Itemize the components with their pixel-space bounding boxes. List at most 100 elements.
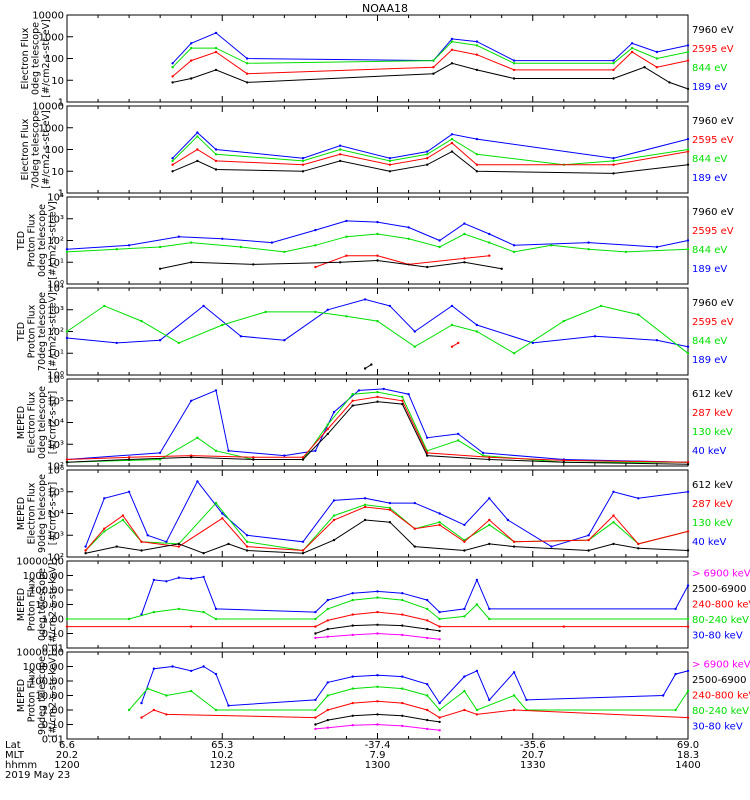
- panel-frame: [66, 14, 689, 103]
- data-point: [438, 521, 441, 524]
- data-point: [214, 501, 218, 505]
- data-point: [301, 170, 305, 173]
- data-point: [314, 228, 317, 232]
- data-point: [450, 150, 454, 153]
- data-point: [326, 708, 329, 712]
- y-tick-label: 1: [58, 98, 64, 109]
- data-point: [301, 456, 305, 459]
- data-point: [314, 723, 317, 726]
- y-tick-label: 10.00: [35, 691, 64, 702]
- data-point: [376, 232, 379, 236]
- data-point: [103, 527, 106, 530]
- data-point: [214, 31, 218, 35]
- y-axis-label: Electron Flux0deg telescope[#/cm2-s-str-…: [20, 19, 52, 98]
- legend-entry: 844 eV: [692, 336, 727, 347]
- data-point: [332, 410, 336, 414]
- y-axis-label: MEPEDProton Flux90deg telescope[#/cm2-s-…: [16, 654, 59, 738]
- data-point: [475, 323, 479, 327]
- legend-entry: 130 keV: [692, 427, 733, 438]
- data-point: [438, 625, 441, 628]
- data-point: [345, 315, 348, 318]
- y-tick-label: 10⁴: [47, 509, 64, 520]
- y-tick-label: 1000.00: [23, 571, 64, 582]
- y-tick-label: 100.00: [29, 586, 64, 597]
- data-point: [301, 540, 305, 543]
- data-point: [426, 683, 429, 686]
- data-point: [488, 523, 491, 527]
- series-line-red: [451, 342, 459, 348]
- data-point: [351, 592, 354, 595]
- data-point: [450, 133, 454, 136]
- data-point: [239, 245, 243, 249]
- data-point: [196, 436, 199, 439]
- data-point: [376, 674, 379, 677]
- data-point: [376, 395, 379, 399]
- series-line-blue: [141, 576, 689, 615]
- data-point: [674, 672, 677, 676]
- data-point: [357, 389, 361, 392]
- data-point: [388, 506, 392, 510]
- panel-frame: [66, 560, 689, 649]
- data-point: [686, 59, 690, 62]
- y-axis-label: Electron Flux70deg telescope[#/cm2-s-str…: [20, 110, 52, 189]
- data-point: [171, 62, 174, 65]
- data-point: [432, 59, 435, 62]
- data-point: [475, 330, 479, 333]
- data-point: [438, 523, 441, 527]
- legend-entry: 7960 eV: [692, 25, 734, 36]
- data-point: [121, 514, 125, 517]
- data-point: [152, 667, 156, 670]
- series-line-green: [85, 502, 689, 552]
- data-point: [245, 540, 249, 543]
- data-point: [686, 463, 690, 466]
- legend-entry: 844 eV: [692, 245, 727, 256]
- y-tick-label: 1.00: [42, 615, 64, 626]
- data-point: [221, 517, 224, 520]
- data-point: [376, 390, 379, 394]
- data-point: [190, 261, 193, 264]
- data-point: [426, 627, 429, 631]
- date-label: 2019 May 23: [5, 770, 70, 781]
- data-point: [401, 399, 404, 402]
- data-point: [152, 708, 156, 712]
- data-point: [283, 250, 286, 254]
- panel-frame: [66, 651, 689, 740]
- data-point: [332, 538, 336, 542]
- data-point: [587, 248, 590, 251]
- data-point: [152, 610, 156, 614]
- data-point: [630, 42, 634, 45]
- data-point: [103, 497, 106, 500]
- data-point: [612, 68, 615, 72]
- data-point: [227, 704, 230, 707]
- data-point: [512, 545, 516, 548]
- data-point: [227, 449, 230, 452]
- series-line-red: [141, 700, 689, 719]
- data-point: [314, 625, 317, 628]
- data-point: [488, 607, 491, 611]
- data-point: [363, 497, 367, 500]
- data-point: [177, 542, 180, 546]
- data-point: [475, 153, 479, 156]
- series-line-green: [66, 233, 689, 253]
- data-point: [401, 687, 404, 690]
- data-point: [463, 708, 466, 712]
- series-line-black: [66, 401, 689, 465]
- legend-entry: > 6900 keV: [692, 568, 750, 579]
- series-line-blue: [66, 298, 689, 348]
- series-line-black: [315, 624, 440, 634]
- data-point: [214, 68, 218, 72]
- data-point: [351, 624, 354, 627]
- data-point: [432, 72, 435, 75]
- data-point: [401, 598, 404, 602]
- data-point: [463, 675, 466, 678]
- legend-entry: 80-240 keV: [692, 615, 749, 626]
- data-point: [245, 81, 249, 84]
- y-tick-label: 10¹: [47, 349, 64, 360]
- data-point: [630, 46, 634, 50]
- data-point: [438, 720, 441, 724]
- data-point: [593, 335, 597, 338]
- data-point: [115, 341, 118, 345]
- data-point: [345, 254, 348, 257]
- data-point: [214, 50, 218, 54]
